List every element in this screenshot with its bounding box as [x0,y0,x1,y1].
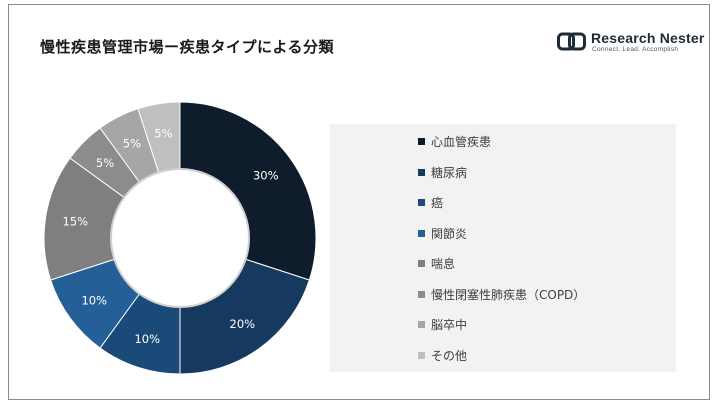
slice-data-label: 15% [63,214,89,228]
slice-data-label: 10% [81,293,107,307]
donut-chart: 30% 20% 10% 10% 15% 5% 5% 5% [43,101,317,375]
slice-data-label: 10% [134,332,160,346]
legend-label: 癌 [431,195,444,210]
legend-label: 慢性閉塞性肺疾患（COPD） [431,287,586,302]
legend-label: その他 [431,348,468,363]
slice-data-label: 30% [253,169,279,183]
legend-swatch [418,168,425,176]
research-nester-logo: Research Nester Connect. Lead. Accomplis… [557,30,704,56]
legend-label: 関節炎 [431,226,468,241]
logo-name: Research Nester [591,30,705,46]
legend-label: 心血管疾患 [431,134,492,149]
legend-swatch [418,290,425,298]
slice-data-label: 20% [230,317,256,331]
legend-swatch [418,198,425,206]
legend-item: 関節炎 [418,224,467,242]
legend-item: 心血管疾患 [418,132,491,150]
legend-label: 喘息 [431,256,456,271]
slice-data-label: 5% [123,137,141,151]
slice-data-label: 5% [96,156,114,170]
legend-item: 癌 [418,193,443,211]
legend-label: 脳卒中 [431,317,468,332]
legend-item: その他 [418,346,467,364]
legend-swatch [418,259,425,267]
legend-swatch [418,351,425,359]
logo-tagline: Connect. Lead. Accomplish [592,46,679,53]
donut-hole [110,168,250,308]
logo-mark-icon [557,32,586,51]
legend-item: 糖尿病 [418,163,467,181]
legend-item: 喘息 [418,254,455,272]
chart-legend: 心血管疾患糖尿病癌関節炎喘息慢性閉塞性肺疾患（COPD） 脳卒中その他 [330,124,676,372]
legend-swatch [418,137,425,145]
legend-swatch [418,320,425,328]
legend-item: 慢性閉塞性肺疾患（COPD） [418,285,585,303]
legend-swatch [418,229,425,237]
chart-title: 慢性疾患管理市場ー疾患タイプによる分類 [40,38,335,56]
slice-data-label: 5% [154,126,172,140]
legend-item: 脳卒中 [418,315,467,333]
legend-label: 糖尿病 [431,165,468,180]
